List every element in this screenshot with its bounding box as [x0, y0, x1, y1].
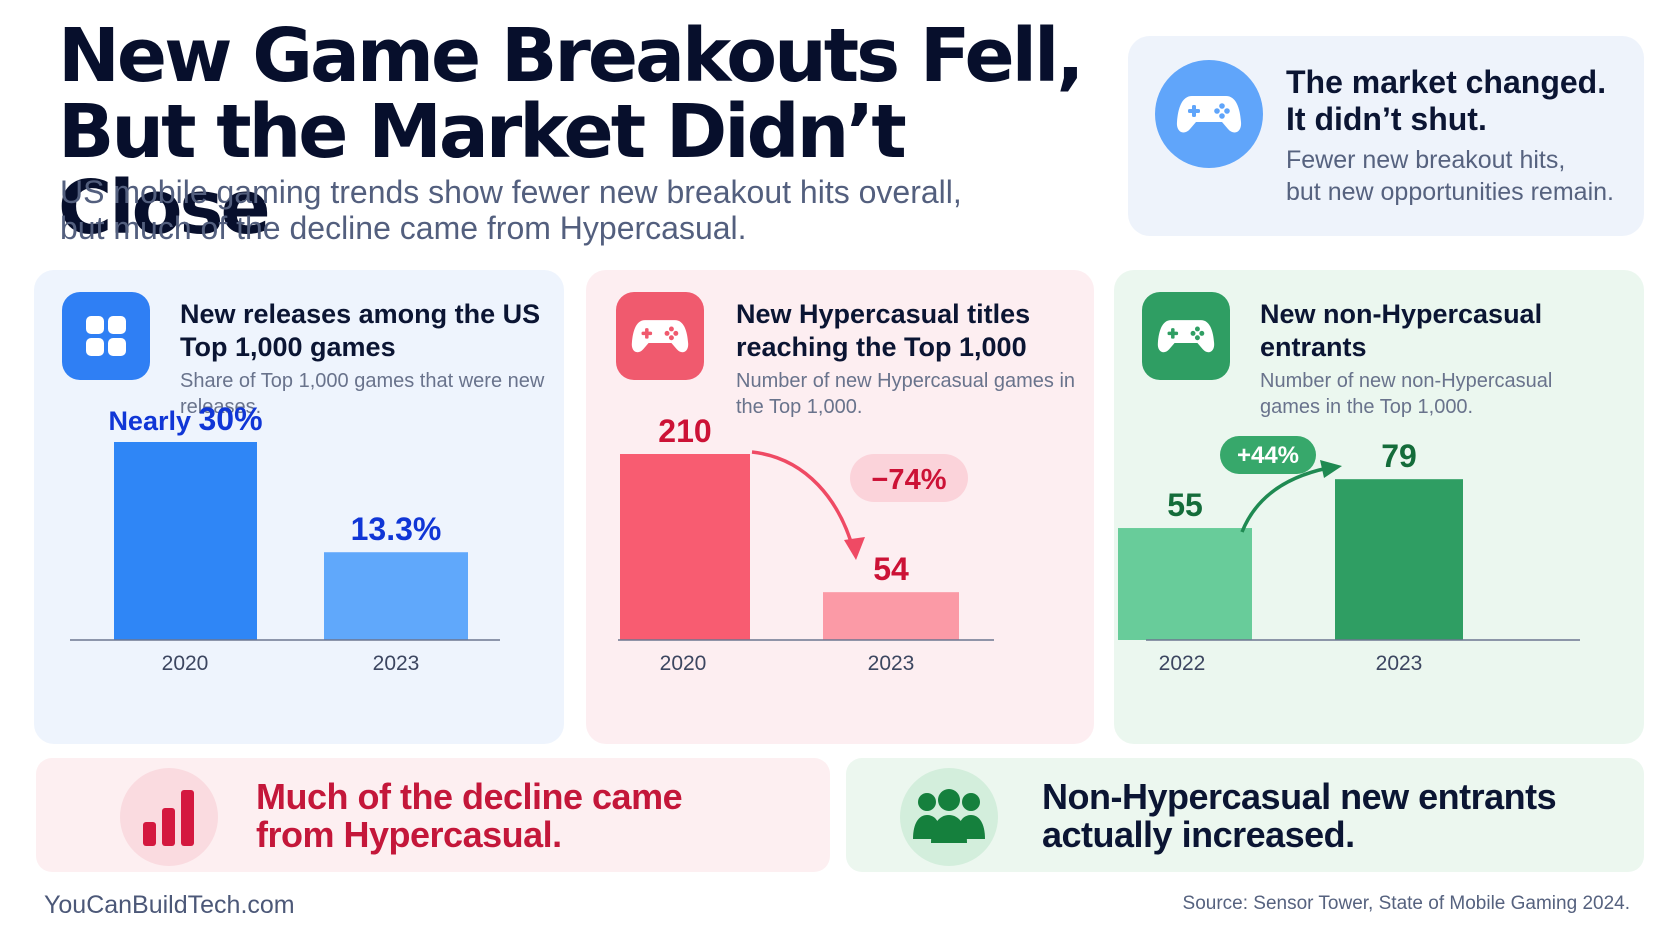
- data-label: 55: [1167, 487, 1203, 523]
- x-tick-label: 2020: [660, 652, 707, 675]
- market-callout: The market changed. It didn’t shut. Fewe…: [1128, 36, 1644, 236]
- change-arrow: [751, 450, 856, 553]
- increase-takeaway-text: Non-Hypercasual new entrants actually in…: [1042, 778, 1632, 854]
- data-label: 13.3%: [351, 511, 442, 547]
- decline-takeaway: Much of the decline came from Hypercasua…: [36, 758, 830, 872]
- change-badge: [850, 454, 968, 502]
- change-arrow-head: [844, 537, 865, 560]
- x-tick-label: 2023: [868, 652, 915, 675]
- decline-takeaway-line-1: Much of the decline came: [256, 776, 683, 817]
- x-tick-label: 2023: [373, 652, 420, 675]
- bar-2023: [324, 552, 468, 640]
- card-title: New non-Hypercasual entrants: [1260, 299, 1543, 362]
- card-description: Number of new Hypercasual games in the T…: [736, 370, 1076, 418]
- data-label: 79: [1381, 438, 1417, 474]
- gamepad-icon: [616, 292, 704, 380]
- x-tick-label: 2023: [1376, 652, 1423, 675]
- increase-takeaway-line-2: actually increased.: [1042, 814, 1355, 855]
- grid-apps-icon: [62, 292, 150, 380]
- increase-takeaway: Non-Hypercasual new entrants actually in…: [846, 758, 1644, 872]
- non-hypercasual-card: New non-Hypercasual entrants Number of n…: [1114, 270, 1644, 744]
- people-group-icon: [900, 768, 998, 866]
- callout-text: Fewer new breakout hits, but new opportu…: [1286, 144, 1636, 208]
- data-label: Nearly 30%: [108, 401, 262, 437]
- bar-2020: [114, 442, 257, 640]
- page-title-line-2: But the Market Didn’t Close: [58, 89, 907, 251]
- decline-takeaway-line-2: from Hypercasual.: [256, 814, 562, 855]
- card-description: Share of Top 1,000 games that were new r…: [180, 370, 545, 418]
- card-title: New Hypercasual titles reaching the Top …: [736, 299, 1031, 362]
- non-hypercasual-chart: 2022 2023 55 79 +44%: [1118, 436, 1580, 675]
- change-arrow: [1240, 466, 1329, 533]
- hypercasual-chart: 2020 2023 210 54 −74%: [618, 413, 994, 675]
- new-releases-card: New releases among the US Top 1,000 game…: [34, 270, 564, 744]
- x-tick-label: 2022: [1159, 652, 1206, 675]
- bar-2023: [1335, 479, 1463, 640]
- new-releases-chart: 2020 2023 Nearly 30% 13.3%: [70, 401, 500, 675]
- callout-headline-line-2: It didn’t shut.: [1286, 101, 1487, 137]
- page-subtitle: US mobile gaming trends show fewer new b…: [60, 174, 1060, 246]
- card-title: New releases among the US Top 1,000 game…: [180, 299, 541, 362]
- bar-chart-icon: [120, 768, 218, 866]
- decline-takeaway-text: Much of the decline came from Hypercasua…: [256, 778, 796, 854]
- data-label: 210: [658, 413, 711, 449]
- bar-2022: [1118, 528, 1252, 640]
- site-link[interactable]: YouCanBuildTech.com: [44, 891, 295, 919]
- change-arrow-head: [1320, 460, 1342, 478]
- bar-2020: [620, 454, 750, 640]
- change-badge: [1220, 436, 1316, 474]
- page-subtitle-line-1: US mobile gaming trends show fewer new b…: [60, 174, 962, 210]
- page-subtitle-line-2: but much of the decline came from Hyperc…: [60, 210, 747, 246]
- bar-2023: [823, 592, 959, 640]
- callout-text-line-1: Fewer new breakout hits,: [1286, 146, 1566, 174]
- change-label: +44%: [1237, 442, 1299, 469]
- data-label: 54: [873, 551, 909, 587]
- gamepad-icon: [1155, 60, 1263, 168]
- change-label: −74%: [872, 464, 947, 496]
- callout-headline-line-1: The market changed.: [1286, 64, 1607, 100]
- gamepad-icon: [1142, 292, 1230, 380]
- hypercasual-card: New Hypercasual titles reaching the Top …: [586, 270, 1094, 744]
- card-description: Number of new non-Hypercasual games in t…: [1260, 370, 1553, 418]
- x-tick-label: 2020: [162, 652, 209, 675]
- source-note: Source: Sensor Tower, State of Mobile Ga…: [1182, 893, 1630, 914]
- page-title: New Game Breakouts Fell, But the Market …: [58, 18, 1118, 246]
- page-title-line-1: New Game Breakouts Fell,: [58, 13, 1085, 99]
- callout-text-line-2: but new opportunities remain.: [1286, 178, 1614, 206]
- callout-headline: The market changed. It didn’t shut.: [1286, 64, 1636, 138]
- increase-takeaway-line-1: Non-Hypercasual new entrants: [1042, 776, 1557, 817]
